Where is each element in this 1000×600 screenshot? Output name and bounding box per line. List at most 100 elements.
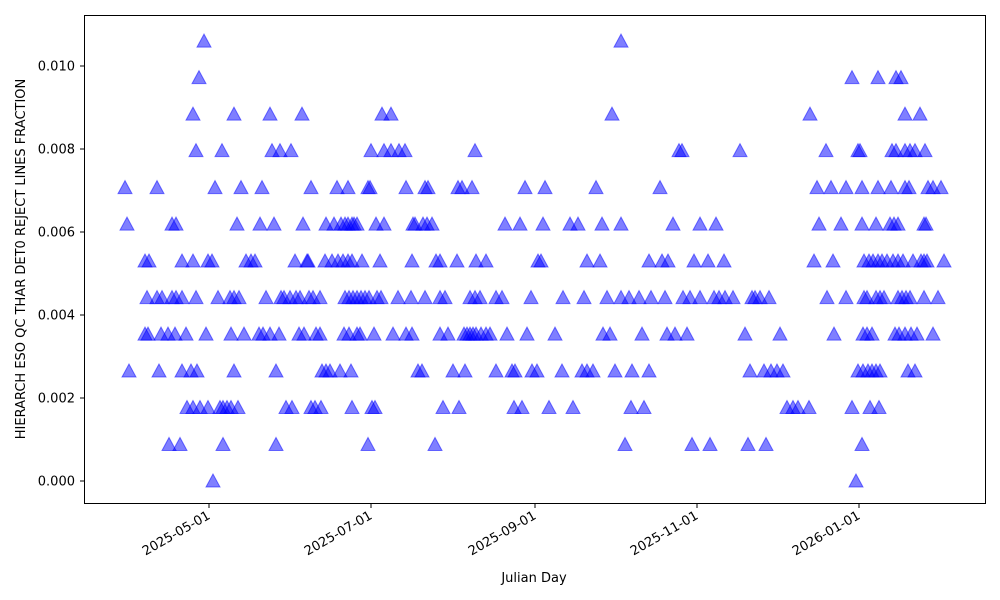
triangle-marker [870, 69, 886, 85]
triangle-marker [893, 69, 909, 85]
triangle-marker [533, 252, 549, 268]
triangle-marker [537, 179, 553, 195]
triangle-marker [424, 216, 440, 231]
triangle-marker [435, 399, 451, 415]
triangle-marker [512, 216, 528, 231]
triangle-marker [354, 252, 370, 268]
triangle-marker [414, 362, 430, 378]
triangle-marker [168, 216, 184, 231]
triangle-marker [294, 106, 310, 121]
triangle-marker [825, 252, 841, 268]
triangle-marker [702, 436, 718, 451]
triangle-marker [716, 252, 732, 268]
y-tick-label: 0.002 [38, 392, 75, 407]
triangle-marker [210, 289, 226, 305]
triangle-marker [204, 252, 220, 268]
triangle-marker [613, 33, 629, 48]
triangle-marker [200, 399, 216, 415]
triangle-marker [252, 216, 268, 231]
triangle-marker [708, 216, 724, 231]
triangle-marker [121, 362, 137, 378]
triangle-marker [440, 326, 456, 341]
triangle-marker [360, 436, 376, 451]
triangle-marker [119, 216, 135, 231]
triangle-marker [819, 289, 835, 305]
triangle-marker [641, 362, 657, 378]
triangle-marker [725, 289, 741, 305]
triangle-marker [529, 362, 545, 378]
triangle-marker [499, 326, 515, 341]
y-tick-label: 0.006 [38, 226, 75, 241]
triangle-marker [624, 362, 640, 378]
triangle-marker [902, 289, 918, 305]
triangle-marker [231, 289, 247, 305]
triangle-marker [172, 436, 188, 451]
triangle-marker [535, 216, 551, 231]
triangle-marker [870, 179, 886, 195]
triangle-marker [188, 289, 204, 305]
triangle-marker [445, 362, 461, 378]
triangle-marker [917, 142, 933, 158]
triangle-marker [775, 362, 791, 378]
triangle-marker [383, 106, 399, 121]
triangle-marker [140, 326, 156, 341]
triangle-marker [665, 216, 681, 231]
triangle-marker [467, 142, 483, 158]
triangle-marker [607, 362, 623, 378]
triangle-marker [367, 399, 383, 415]
triangle-marker [594, 216, 610, 231]
triangle-marker [432, 252, 448, 268]
triangle-marker [266, 216, 282, 231]
triangle-marker [883, 179, 899, 195]
triangle-marker [631, 289, 647, 305]
triangle-marker [254, 179, 270, 195]
triangle-marker [907, 142, 923, 158]
triangle-marker [363, 142, 379, 158]
triangle-marker [205, 472, 221, 488]
triangle-marker [507, 362, 523, 378]
triangle-marker [141, 252, 157, 268]
triangle-marker [930, 289, 946, 305]
triangle-marker [514, 399, 530, 415]
triangle-marker [547, 326, 563, 341]
triangle-marker [641, 252, 657, 268]
triangle-marker [570, 216, 586, 231]
y-tick-label: 0.010 [38, 60, 75, 75]
triangle-marker [864, 326, 880, 341]
triangle-marker [437, 289, 453, 305]
triangle-marker [772, 326, 788, 341]
triangle-marker [897, 106, 913, 121]
triangle-marker [652, 179, 668, 195]
triangle-marker [226, 106, 242, 121]
triangle-marker [895, 252, 911, 268]
triangle-marker [871, 399, 887, 415]
triangle-marker [802, 106, 818, 121]
triangle-marker [329, 179, 345, 195]
triangle-marker [312, 326, 328, 341]
triangle-marker [189, 362, 205, 378]
y-tick-label: 0.000 [38, 475, 75, 490]
triangle-marker [398, 179, 414, 195]
triangle-marker [397, 142, 413, 158]
triangle-marker [390, 289, 406, 305]
triangle-marker [643, 289, 659, 305]
triangle-marker [332, 362, 348, 378]
triangle-marker [602, 326, 618, 341]
triangle-marker [272, 142, 288, 158]
triangle-marker [838, 289, 854, 305]
triangle-marker [451, 399, 467, 415]
triangle-marker [604, 106, 620, 121]
triangle-marker [613, 216, 629, 231]
triangle-marker [833, 216, 849, 231]
triangle-marker [312, 289, 328, 305]
triangle-marker [554, 362, 570, 378]
triangle-marker [692, 216, 708, 231]
triangle-marker [236, 326, 252, 341]
triangle-marker [692, 289, 708, 305]
triangle-marker [478, 252, 494, 268]
triangle-marker [844, 69, 860, 85]
triangle-marker [230, 399, 246, 415]
triangle-marker [344, 252, 360, 268]
triangle-marker [223, 326, 239, 341]
triangle-marker [313, 399, 329, 415]
